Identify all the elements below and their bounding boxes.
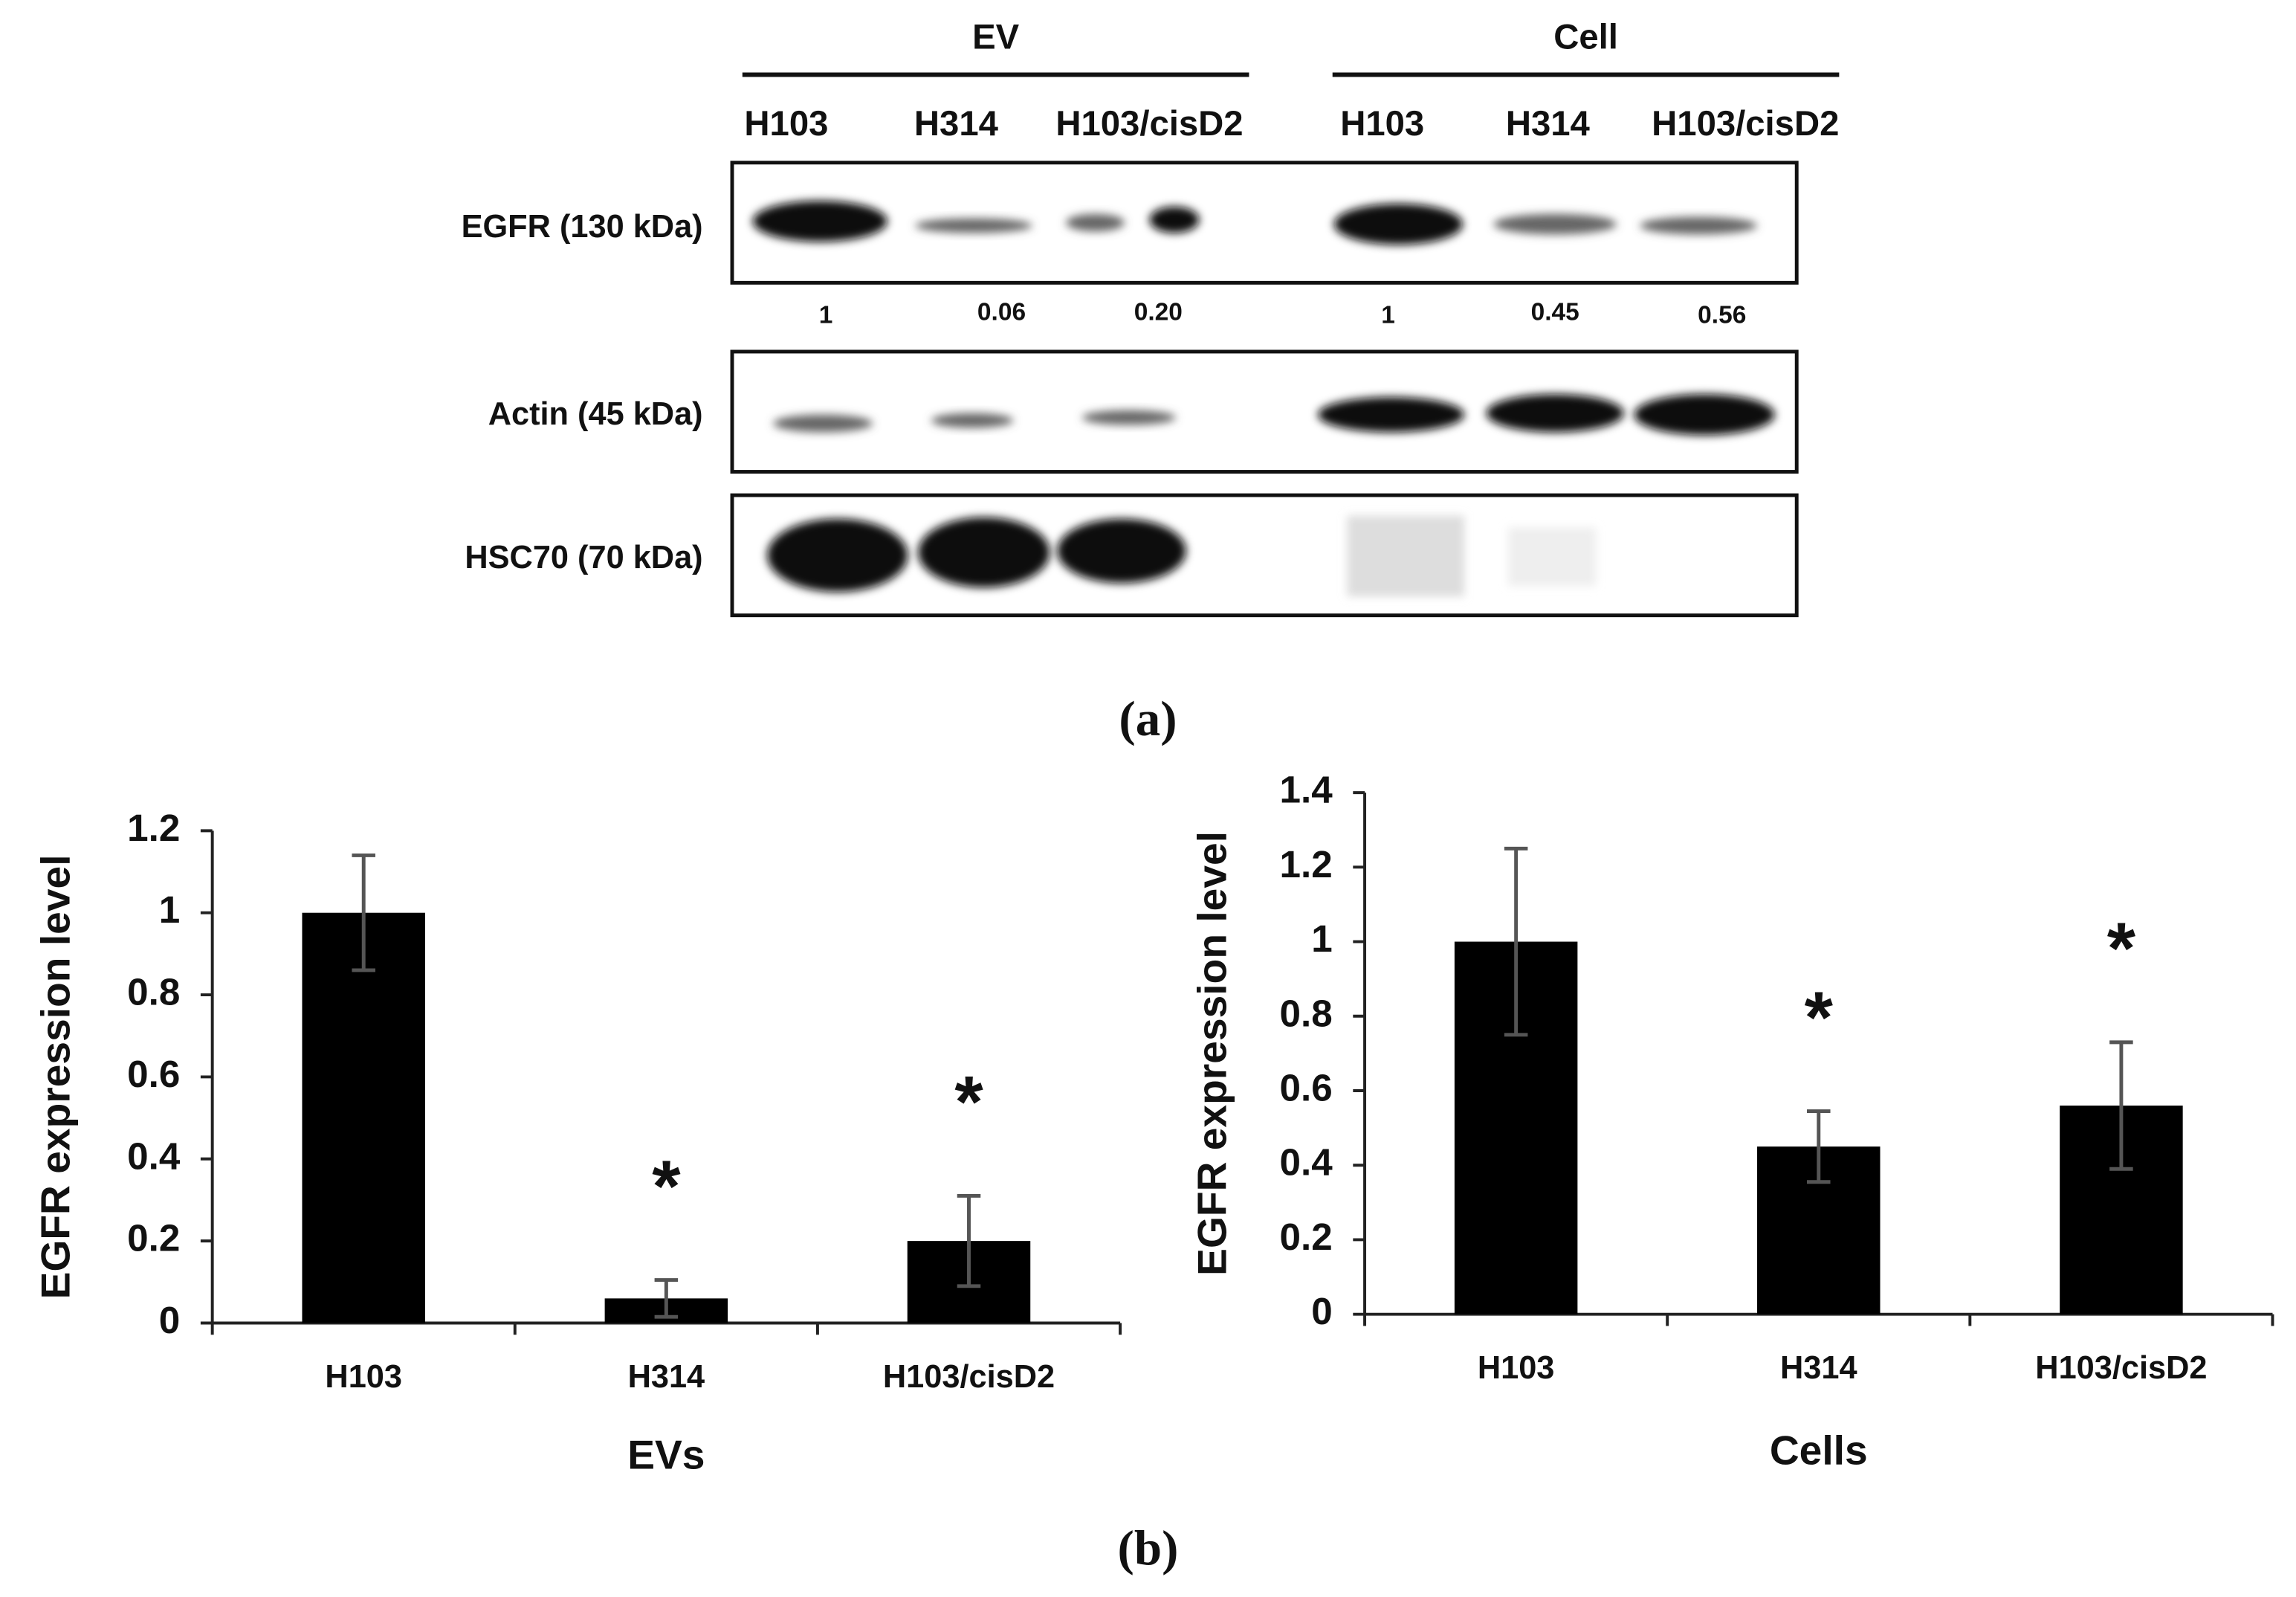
y-tick-label: 0.4 <box>127 1135 181 1177</box>
blot-actin <box>730 349 1799 474</box>
lane-label: H103 <box>744 104 828 143</box>
significance-marker: * <box>652 1145 681 1227</box>
quantification: 0.06 <box>977 299 1026 326</box>
group-label: Cell <box>1553 18 1618 57</box>
lane-label: H314 <box>1506 104 1591 143</box>
error-bar <box>1504 846 1528 1037</box>
x-tick-label: H103 <box>325 1359 402 1395</box>
x-tick-label: H103/cisD2 <box>883 1359 1055 1395</box>
band <box>752 200 887 242</box>
x-tick-label: H314 <box>628 1359 705 1395</box>
band <box>931 413 1014 428</box>
y-tick-label: 1 <box>159 888 180 931</box>
lane-label: H103/cisD2 <box>1652 104 1839 143</box>
blot-frame <box>730 493 1799 618</box>
y-tick-label: 0 <box>1311 1290 1332 1332</box>
x-tick-label: H103 <box>1478 1350 1555 1386</box>
band <box>1493 213 1617 235</box>
band <box>1640 216 1758 235</box>
error-bar <box>352 853 375 972</box>
band <box>773 414 873 433</box>
band <box>1081 410 1176 425</box>
band <box>1508 527 1597 587</box>
quantification: 0.56 <box>1698 301 1746 329</box>
band <box>1057 518 1186 584</box>
blot-hsc70 <box>730 493 1799 618</box>
y-tick-label: 1 <box>1311 917 1332 960</box>
row-label: HSC70 (70 kDa) <box>465 540 702 575</box>
error-bar <box>1807 1109 1831 1184</box>
y-tick-label: 0.6 <box>1280 1067 1333 1109</box>
band <box>1486 394 1624 433</box>
quantification: 0.20 <box>1134 299 1183 326</box>
band <box>1333 203 1464 245</box>
significance-marker: * <box>2107 908 2136 990</box>
lane-label: H103/cisD2 <box>1055 104 1243 143</box>
band <box>1347 515 1465 597</box>
y-tick-label: 1.4 <box>1280 769 1333 811</box>
panel-label: (b) <box>1118 1520 1179 1575</box>
quantification: 1 <box>1381 301 1395 329</box>
bar <box>302 912 425 1323</box>
band <box>1634 394 1775 436</box>
y-tick-label: 0.2 <box>127 1217 180 1259</box>
error-bar <box>957 1193 981 1288</box>
y-tick-label: 0.4 <box>1280 1141 1333 1184</box>
x-tick-label: H103/cisD2 <box>2035 1350 2207 1386</box>
blot-egfr <box>730 161 1799 285</box>
lane-label: H103 <box>1340 104 1424 143</box>
row-label: Actin (45 kDa) <box>488 396 703 432</box>
panel-label: (a) <box>1119 691 1177 746</box>
x-axis-title: Cells <box>1770 1427 1868 1473</box>
y-tick-label: 0.8 <box>127 971 180 1013</box>
band <box>1318 397 1465 433</box>
error-bar <box>2109 1040 2133 1171</box>
x-tick-label: H314 <box>1780 1350 1857 1386</box>
y-tick-label: 0.8 <box>1280 992 1333 1034</box>
error-bar <box>654 1278 679 1319</box>
y-tick-label: 0.6 <box>127 1053 180 1095</box>
y-tick-label: 0.2 <box>1280 1216 1333 1258</box>
band <box>915 218 1032 233</box>
x-axis-title: EVs <box>627 1431 705 1477</box>
blot-frame <box>730 161 1799 285</box>
y-tick-label: 0 <box>159 1299 180 1341</box>
y-tick-label: 1.2 <box>1280 843 1333 885</box>
lane-label: H314 <box>914 104 999 143</box>
band <box>767 518 908 593</box>
band <box>1149 206 1200 233</box>
group-label: EV <box>972 18 1020 57</box>
y-tick-label: 1.2 <box>127 807 180 849</box>
quantification: 0.45 <box>1531 299 1579 326</box>
quantification: 1 <box>819 301 833 329</box>
y-axis-title: EGFR expression level <box>32 854 78 1299</box>
row-label: EGFR (130 kDa) <box>462 209 703 245</box>
significance-marker: * <box>954 1061 983 1143</box>
significance-marker: * <box>1805 976 1834 1058</box>
band <box>1066 213 1125 232</box>
y-axis-title: EGFR expression level <box>1189 831 1235 1276</box>
band <box>918 517 1050 588</box>
